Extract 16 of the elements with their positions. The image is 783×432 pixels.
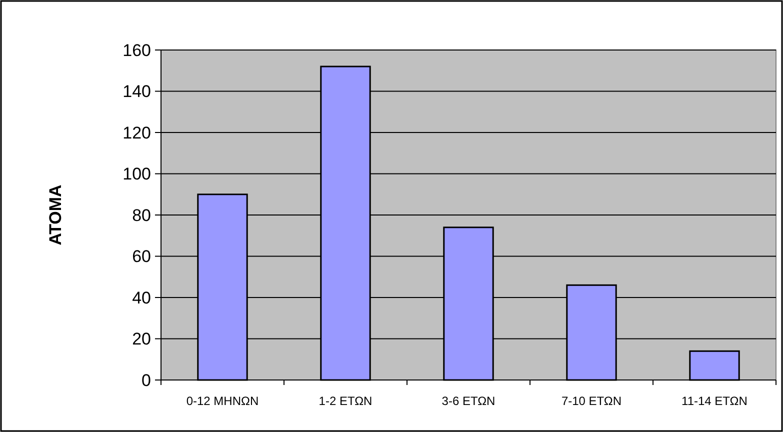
- y-tick-label: 40: [132, 288, 151, 308]
- x-tick-label: 0-12 ΜΗΝΩΝ: [186, 394, 259, 408]
- x-tick-label: 3-6 ΕΤΩΝ: [442, 394, 496, 408]
- x-tick-label: 11-14 ΕΤΩΝ: [682, 394, 748, 408]
- y-tick-label: 0: [142, 370, 151, 390]
- x-tick-label: 1-2 ΕΤΩΝ: [318, 394, 372, 408]
- y-tick-label: 120: [122, 123, 151, 142]
- y-tick-label: 140: [122, 82, 151, 102]
- bar: [689, 350, 740, 381]
- y-tick-label: 160: [122, 40, 151, 60]
- y-tick-label: 60: [132, 247, 151, 266]
- y-tick-label: 100: [122, 164, 151, 184]
- y-tick-label: 20: [132, 330, 151, 349]
- y-tick-label: 80: [132, 206, 151, 225]
- y-axis-title: ΑΤΟΜΑ: [46, 184, 65, 246]
- x-tick-label: 7-10 ΕΤΩΝ: [561, 394, 622, 408]
